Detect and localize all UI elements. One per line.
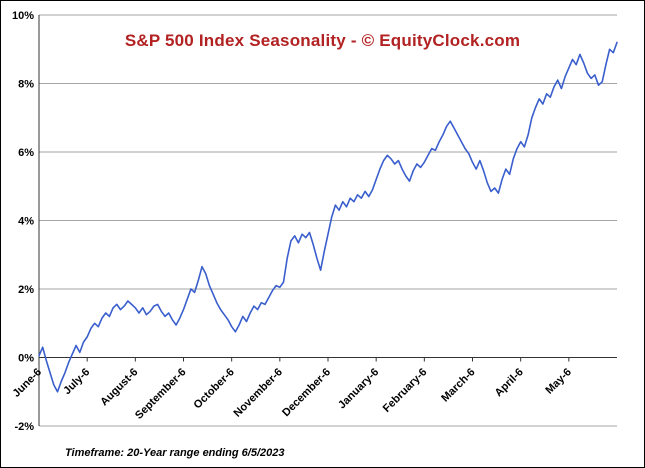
x-axis-label: November-6: [232, 366, 285, 419]
y-axis-label: 2%: [18, 284, 34, 296]
x-axis-label: August-6: [98, 366, 140, 408]
timeframe-footnote: Timeframe: 20-Year range ending 6/5/2023: [65, 447, 285, 459]
y-axis-label: 8%: [18, 79, 34, 91]
x-axis-label: September-6: [133, 366, 189, 422]
y-axis-label: 6%: [18, 147, 34, 159]
chart-title: S&P 500 Index Seasonality - © EquityCloc…: [124, 31, 521, 50]
x-axis-label: January-6: [336, 366, 381, 411]
y-axis-label: -2%: [14, 421, 34, 433]
x-axis-label: March-6: [439, 366, 477, 404]
y-axis-label: 10%: [12, 10, 34, 22]
x-axis-label: October-6: [192, 366, 237, 411]
y-axis-label: 4%: [18, 216, 34, 228]
x-axis-label: April-6: [493, 366, 526, 399]
seasonality-line: [38, 41, 618, 393]
x-axis-label: December-6: [280, 366, 333, 419]
x-axis-label: February-6: [381, 366, 430, 415]
y-axis-label: 0%: [18, 353, 34, 365]
x-axis-label: May-6: [543, 366, 574, 397]
